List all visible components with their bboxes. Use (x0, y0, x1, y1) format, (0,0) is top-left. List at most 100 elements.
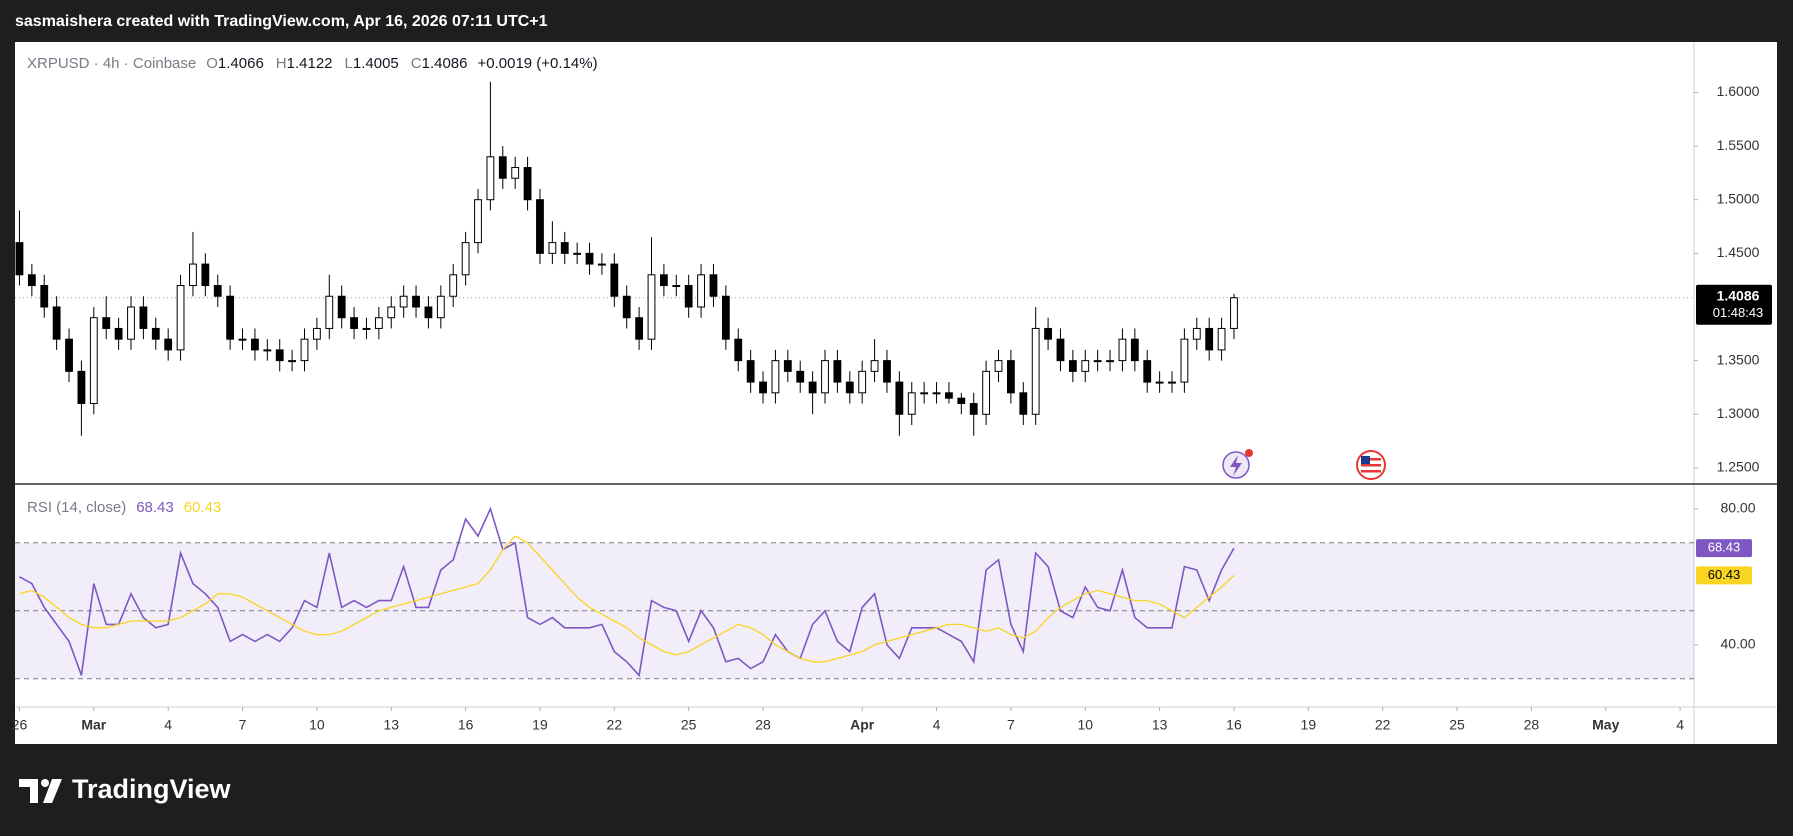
ohlc-value: 1.4066 (218, 55, 264, 72)
x-tick-label: 10 (1077, 717, 1093, 733)
candle-body (1006, 360, 1015, 394)
candle-body (957, 397, 966, 405)
candle-body (251, 338, 259, 351)
candle-body (920, 392, 929, 395)
candle-body (783, 360, 792, 372)
candle-body (746, 360, 755, 383)
candle-body (833, 360, 842, 383)
candle-body (461, 242, 470, 276)
candle-body (350, 317, 358, 329)
candle-body (994, 360, 1003, 372)
y-tick-label: 1.4500 (1717, 244, 1760, 260)
y-tick-label: 1.6000 (1717, 83, 1760, 99)
candle-body (189, 263, 197, 287)
x-tick-label: 16 (1226, 717, 1242, 733)
candle-body (40, 285, 49, 308)
rsi-legend-value: 68.43 (136, 499, 174, 516)
x-tick-label: 7 (239, 717, 247, 733)
candle-body (511, 167, 520, 179)
ohlc-label: H (276, 55, 287, 72)
x-tick-label: 19 (532, 717, 548, 733)
candle-body (1155, 381, 1164, 384)
candle-body (684, 285, 693, 308)
x-tick-label: 28 (755, 717, 771, 733)
x-tick-label: May (1592, 717, 1619, 733)
candle-body (1019, 392, 1028, 415)
y-tick-label: 1.2500 (1717, 459, 1760, 475)
y-tick-label: 1.5500 (1717, 137, 1760, 153)
candle-body (114, 327, 123, 340)
candle-body (858, 370, 867, 394)
x-tick-label: 7 (1007, 717, 1015, 733)
x-tick-label: Mar (81, 717, 106, 733)
top-bar-text: sasmaishera created with TradingView.com… (15, 13, 548, 30)
candle-body (808, 381, 817, 394)
ohlc-value: 1.4086 (422, 55, 468, 72)
candle-body (498, 156, 507, 179)
x-tick-label: 26 (12, 717, 28, 733)
y-tick-label: 1.3500 (1717, 351, 1760, 367)
candle-body (213, 285, 222, 297)
x-tick-label: 13 (383, 717, 399, 733)
candle-body (201, 263, 210, 287)
candle-body (969, 403, 978, 415)
value-label: 68.43 (1708, 540, 1741, 555)
candle-body (883, 360, 891, 383)
candle-body (560, 242, 569, 254)
candle-body (226, 295, 235, 340)
x-tick-label: 4 (1676, 717, 1684, 733)
candle-body (436, 295, 445, 319)
x-tick-label: 22 (607, 717, 623, 733)
candle-body (945, 392, 953, 399)
y-tick-label: 1.5000 (1717, 190, 1760, 206)
rsi-line (19, 506, 1235, 678)
y-tick-label: 80.00 (1720, 500, 1755, 516)
candle-body (1230, 297, 1238, 329)
candle-body (647, 274, 656, 340)
candle-body (622, 295, 631, 319)
candle-body (635, 317, 644, 340)
x-tick-label: 28 (1524, 717, 1540, 733)
candle-body (312, 327, 321, 340)
rsi-legend: RSI (14, close) 68.43 60.43 (27, 499, 221, 516)
candle-body (845, 381, 854, 394)
candle-body (548, 242, 557, 254)
value-label-box (1696, 539, 1752, 558)
candle-body (1093, 360, 1102, 363)
x-tick-label: 25 (1449, 717, 1465, 733)
candle-body (52, 306, 61, 340)
candle-body (1180, 338, 1189, 383)
candle-body (27, 274, 36, 287)
candle-body (1118, 338, 1127, 362)
candle-body (89, 317, 98, 405)
candle-body (275, 349, 284, 362)
candle-body (1106, 360, 1114, 363)
candle-body (65, 338, 73, 372)
countdown-label: 01:48:43 (1713, 305, 1764, 320)
candle-body (1044, 327, 1052, 340)
x-tick-label: 19 (1301, 717, 1317, 733)
candle-body (1217, 327, 1226, 351)
candle-body (932, 392, 941, 395)
ohlc-label: L (345, 55, 353, 72)
candle-body (1168, 381, 1176, 384)
ohlc-value: 1.4122 (287, 55, 333, 72)
candle-body (709, 274, 718, 297)
candle-body (796, 370, 805, 383)
candle-body (176, 285, 185, 351)
candle-body (238, 338, 247, 341)
candle-body (102, 317, 111, 329)
value-label: 60.43 (1708, 567, 1741, 582)
candle-body (164, 338, 173, 351)
candle-body (337, 295, 346, 319)
candle-body (759, 381, 767, 394)
candle-body (77, 370, 86, 405)
x-tick-label: 4 (933, 717, 941, 733)
candle-body (1031, 327, 1040, 415)
x-tick-label: 4 (164, 717, 172, 733)
candle-body (151, 327, 160, 340)
x-tick-label: 13 (1152, 717, 1168, 733)
rsi-legend-value: 60.43 (184, 499, 222, 516)
rsi-line (19, 535, 1235, 663)
